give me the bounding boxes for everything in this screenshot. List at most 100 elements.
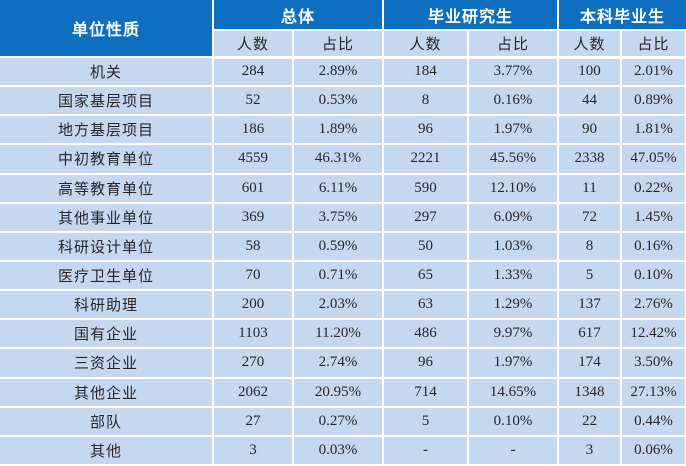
value-cell: 46.31%: [293, 144, 385, 175]
sub-header-count: 人数: [558, 30, 623, 59]
value-cell: 0.71%: [293, 260, 385, 292]
value-cell: 1348: [558, 377, 623, 408]
value-cell: 601: [213, 173, 294, 204]
value-cell: 2.74%: [293, 348, 385, 379]
sub-header-percent: 占比: [468, 30, 560, 59]
value-cell: 14.65%: [468, 377, 560, 408]
value-cell: 297: [383, 202, 470, 233]
value-cell: 3: [558, 435, 623, 466]
table-row: 科研设计单位 58 0.59% 50 1.03% 8 0.16%: [0, 231, 686, 262]
value-cell: 8: [558, 231, 623, 262]
value-cell: 2062: [213, 377, 294, 408]
value-cell: 65: [383, 260, 470, 292]
value-cell: 6.11%: [293, 173, 385, 204]
value-cell: 0.44%: [621, 406, 686, 437]
value-cell: 186: [213, 115, 294, 146]
value-cell: 12.10%: [468, 173, 560, 204]
table-row: 机关 284 2.89% 184 3.77% 100 2.01%: [0, 57, 686, 88]
value-cell: 0.89%: [621, 86, 686, 117]
value-cell: 70: [213, 260, 294, 292]
value-cell: 1103: [213, 319, 294, 350]
row-label-cell: 中初教育单位: [0, 144, 214, 175]
table-row: 部队 27 0.27% 5 0.10% 22 0.44%: [0, 406, 686, 437]
value-cell: 12.42%: [621, 319, 686, 350]
table-row: 三资企业 270 2.74% 96 1.97% 174 3.50%: [0, 348, 686, 379]
value-cell: 50: [383, 231, 470, 262]
row-label-cell: 医疗卫生单位: [0, 260, 214, 292]
value-cell: 184: [383, 57, 470, 88]
group-header-row: 单位性质 总体 毕业研究生 本科毕业生: [0, 0, 686, 58]
table-row: 国家基层项目 52 0.53% 8 0.16% 44 0.89%: [0, 86, 686, 117]
value-cell: 9.97%: [468, 319, 560, 350]
value-cell: 0.22%: [621, 173, 686, 204]
column-group-header-undergraduate: 本科毕业生: [558, 0, 686, 31]
value-cell: 0.06%: [621, 435, 686, 466]
value-cell: 0.27%: [293, 406, 385, 437]
value-cell: 2.03%: [293, 290, 385, 321]
row-label-cell: 其他事业单位: [0, 202, 214, 233]
value-cell: 2.89%: [293, 57, 385, 88]
value-cell: 2.76%: [621, 290, 686, 321]
value-cell: 1.45%: [621, 202, 686, 233]
value-cell: 1.89%: [293, 115, 385, 146]
value-cell: 2.01%: [621, 57, 686, 88]
value-cell: 6.09%: [468, 202, 560, 233]
value-cell: 44: [558, 86, 623, 117]
value-cell: 100: [558, 57, 623, 88]
value-cell: 2221: [383, 144, 470, 175]
table-row: 其他 3 0.03% - -3 0.06%: [0, 435, 686, 466]
value-cell: 4559: [213, 144, 294, 175]
value-cell: 137: [558, 290, 623, 321]
table-row: 医疗卫生单位 70 0.71% 65 1.33% 5 0.10%: [0, 260, 686, 292]
value-cell: -: [383, 435, 470, 466]
value-cell: 0.59%: [293, 231, 385, 262]
value-cell: 47.05%: [621, 144, 686, 175]
value-cell: 0.16%: [468, 86, 560, 117]
value-cell: 284: [213, 57, 294, 88]
table-row: 地方基层项目 186 1.89% 96 1.97% 90 1.81%: [0, 115, 686, 146]
table-row: 国有企业 1103 11.20% 486 9.97% 617 12.42%: [0, 319, 686, 350]
value-cell: 52: [213, 86, 294, 117]
value-cell: 1.33%: [468, 260, 560, 292]
row-label-cell: 国家基层项目: [0, 86, 214, 117]
value-cell: 8: [383, 86, 470, 117]
value-cell: 0.53%: [293, 86, 385, 117]
sub-header-percent: 占比: [293, 30, 385, 59]
value-cell: 58: [213, 231, 294, 262]
corner-header-cell: 单位性质: [0, 0, 214, 58]
value-cell: 270: [213, 348, 294, 379]
table-row: 科研助理 200 2.03% 63 1.29% 137 2.76%: [0, 290, 686, 321]
row-label-cell: 科研设计单位: [0, 231, 214, 262]
table-body: 机关 284 2.89% 184 3.77% 100 2.01% 国家基层项目 52 0.53% 8…: [0, 57, 686, 466]
value-cell: 0.10%: [468, 406, 560, 437]
value-cell: 1.29%: [468, 290, 560, 321]
row-label-cell: 三资企业: [0, 348, 214, 379]
value-cell: 5: [558, 260, 623, 292]
table-header: 单位性质 总体 毕业研究生 本科毕业生 人数 占比 人数 占比 人数 占比: [0, 0, 686, 59]
value-cell: 3.77%: [468, 57, 560, 88]
value-cell: 1.81%: [621, 115, 686, 146]
value-cell: 90: [558, 115, 623, 146]
value-cell: 3: [213, 435, 294, 466]
value-cell: 96: [383, 115, 470, 146]
value-cell: 27.13%: [621, 377, 686, 408]
value-cell: 486: [383, 319, 470, 350]
value-cell: 3.50%: [621, 348, 686, 379]
value-cell: 0.03%: [293, 435, 385, 466]
value-cell: 200: [213, 290, 294, 321]
value-cell: 96: [383, 348, 470, 379]
row-label-cell: 其他: [0, 435, 214, 466]
value-cell: 714: [383, 377, 470, 408]
sub-header-count: 人数: [383, 30, 470, 59]
row-label-cell: 其他企业: [0, 377, 214, 408]
value-cell: 3.75%: [293, 202, 385, 233]
value-cell: 22: [558, 406, 623, 437]
table-row: 高等教育单位 601 6.11% 590 12.10% 11 0.22%: [0, 173, 686, 204]
sub-header-row: 人数 占比 人数 占比 人数 占比: [0, 30, 686, 59]
value-cell: 1.97%: [468, 348, 560, 379]
sub-header-count: 人数: [213, 30, 294, 59]
row-label-cell: 机关: [0, 57, 214, 88]
value-cell: 617: [558, 319, 623, 350]
value-cell: 1.97%: [468, 115, 560, 146]
